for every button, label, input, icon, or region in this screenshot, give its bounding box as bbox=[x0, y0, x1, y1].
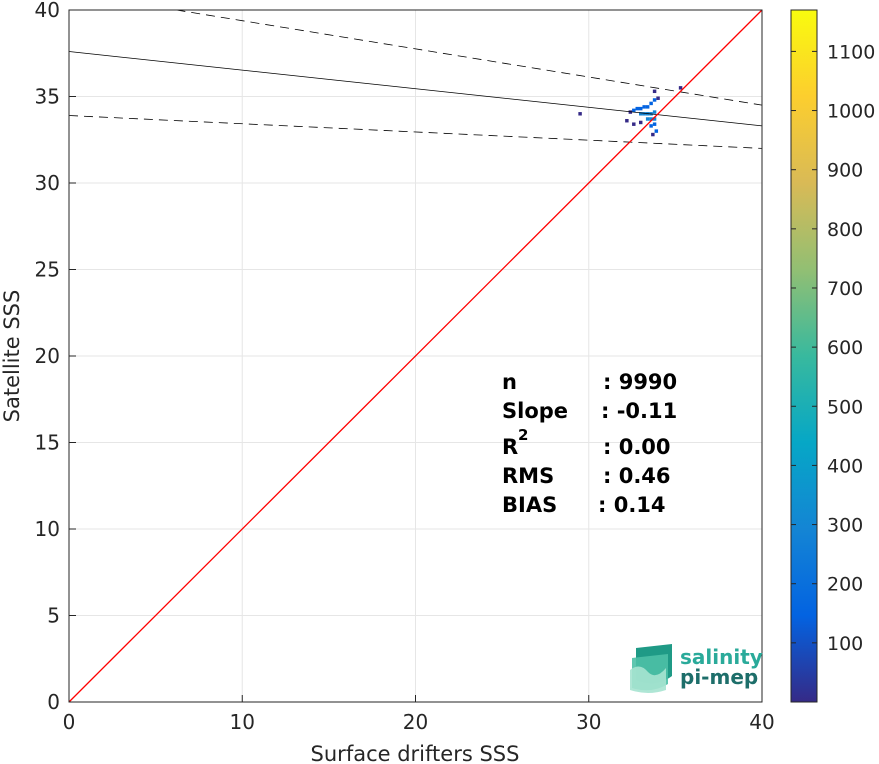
y-tick-label: 30 bbox=[35, 171, 60, 195]
colorbar bbox=[791, 10, 817, 702]
stat-bias-value: : 0.14 bbox=[598, 493, 666, 517]
density-cell bbox=[636, 107, 639, 110]
colorbar-tick-label: 1000 bbox=[827, 101, 875, 123]
y-tick-label: 40 bbox=[35, 0, 60, 22]
density-cell bbox=[632, 109, 635, 112]
salinity-pimep-logo: salinity pi-mep bbox=[630, 644, 763, 693]
stat-rms-value: : 0.46 bbox=[603, 464, 671, 488]
density-cell bbox=[655, 129, 658, 132]
y-tick-label: 15 bbox=[35, 431, 60, 455]
stat-rms-label: RMS bbox=[502, 464, 554, 488]
density-cell bbox=[642, 105, 645, 108]
y-axis-label: Satellite SSS bbox=[0, 290, 24, 423]
y-tick-label: 0 bbox=[47, 690, 60, 714]
density-cell bbox=[679, 86, 682, 89]
x-tick-label: 30 bbox=[576, 710, 601, 734]
density-cell bbox=[578, 112, 581, 115]
x-tick-label: 20 bbox=[403, 710, 428, 734]
colorbar-tick-label: 400 bbox=[827, 455, 863, 477]
logo-wave-icon bbox=[630, 644, 672, 693]
stat-r2-value: : 0.00 bbox=[603, 435, 671, 459]
stat-n-value: : 9990 bbox=[603, 370, 677, 394]
density-cell bbox=[642, 112, 645, 115]
stat-n-label: n bbox=[502, 370, 517, 394]
density-cell bbox=[646, 105, 649, 108]
density-cell bbox=[653, 110, 656, 113]
stat-r2-superscript: 2 bbox=[518, 426, 528, 444]
density-cell bbox=[649, 124, 652, 127]
density-cell bbox=[639, 121, 642, 124]
density-cell bbox=[651, 133, 654, 136]
density-cell bbox=[653, 122, 656, 125]
y-tick-label: 20 bbox=[35, 344, 60, 368]
y-tick-label: 35 bbox=[35, 85, 60, 109]
stat-r2-label: R bbox=[502, 435, 518, 459]
y-tick-label: 5 bbox=[47, 604, 60, 628]
density-cell bbox=[646, 117, 649, 120]
density-cell bbox=[653, 98, 656, 101]
colorbar-tick-label: 600 bbox=[827, 337, 863, 359]
colorbar-tick-label: 700 bbox=[827, 278, 863, 300]
x-axis-label: Surface drifters SSS bbox=[311, 742, 520, 764]
density-cell bbox=[632, 122, 635, 125]
logo-text-pimep: pi-mep bbox=[680, 665, 758, 689]
colorbar-tick-label: 1100 bbox=[827, 41, 875, 63]
colorbar-tick-label: 900 bbox=[827, 160, 863, 182]
density-cell bbox=[625, 119, 628, 122]
figure: 0 10 20 30 400510152025303540 Surface drifte… bbox=[0, 0, 879, 764]
colorbar-tick-label: 300 bbox=[827, 515, 863, 537]
stat-bias-label: BIAS bbox=[502, 493, 557, 517]
density-cell bbox=[649, 102, 652, 105]
density-cell bbox=[656, 97, 659, 100]
x-tick-label: 40 bbox=[749, 710, 774, 734]
density-cell bbox=[653, 90, 656, 93]
stat-slope-value: : -0.11 bbox=[601, 399, 677, 423]
y-tick-label: 25 bbox=[35, 258, 60, 282]
colorbar-tick-label: 500 bbox=[827, 396, 863, 418]
x-tick-label: 0 bbox=[63, 710, 76, 734]
density-cell bbox=[639, 107, 642, 110]
colorbar-tick-label: 800 bbox=[827, 219, 863, 241]
colorbar-tick-label: 200 bbox=[827, 574, 863, 596]
y-tick-label: 10 bbox=[35, 517, 60, 541]
colorbar-tick-label: 100 bbox=[827, 633, 863, 655]
stat-slope-label: Slope bbox=[502, 399, 568, 423]
x-tick-label: 10 bbox=[230, 710, 255, 734]
